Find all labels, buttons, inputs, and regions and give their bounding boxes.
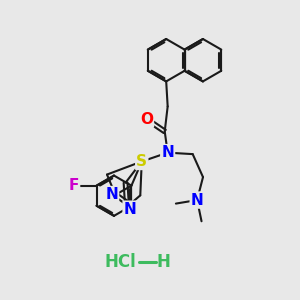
Text: N: N xyxy=(191,193,203,208)
Text: S: S xyxy=(136,154,147,169)
Text: O: O xyxy=(140,112,153,127)
Text: N: N xyxy=(161,145,174,160)
Text: F: F xyxy=(69,178,79,193)
Text: H: H xyxy=(156,253,170,271)
Text: N: N xyxy=(105,187,118,202)
Text: N: N xyxy=(124,202,136,217)
Text: HCl: HCl xyxy=(105,253,136,271)
